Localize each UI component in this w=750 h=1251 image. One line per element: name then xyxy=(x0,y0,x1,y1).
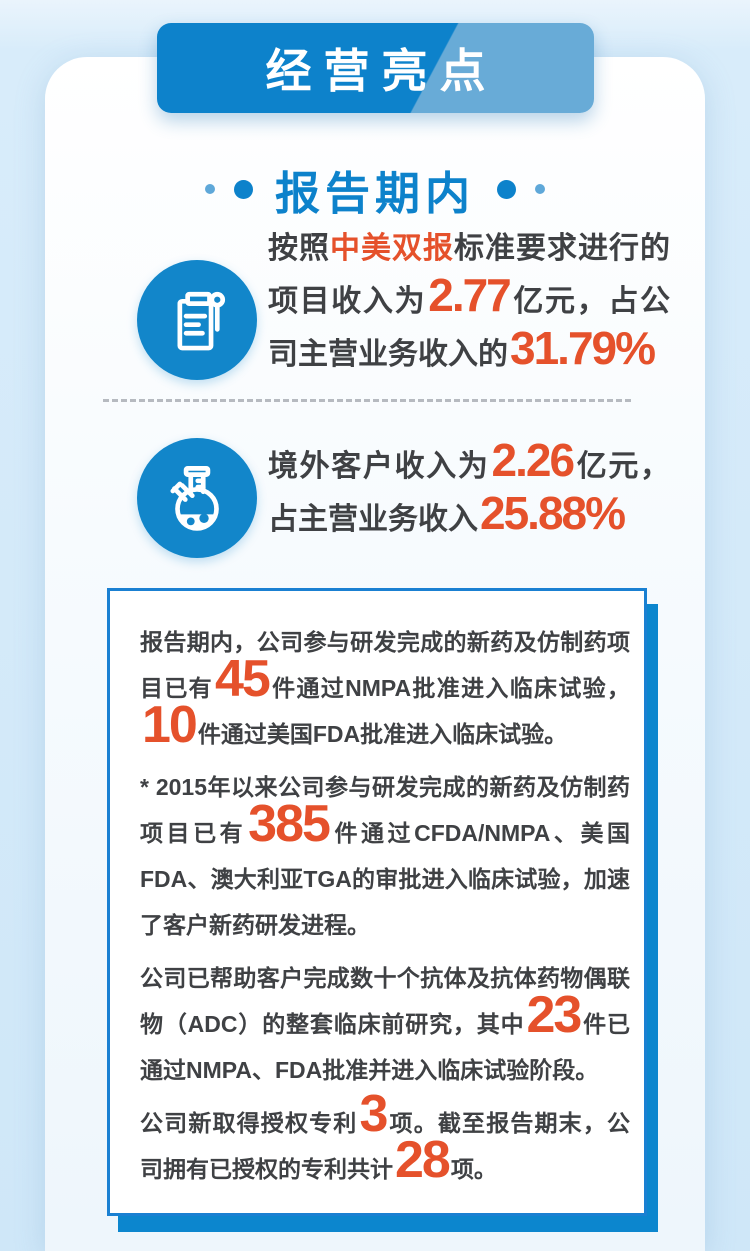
flask-icon xyxy=(137,438,257,558)
highlight-number: 10 xyxy=(142,696,198,754)
highlight-text-1: 按照中美双报标准要求进行的项目收入为2.77亿元，占公司主营业务收入的31.79… xyxy=(268,222,670,381)
text-segment: 境外客户收入为 xyxy=(268,450,490,483)
highlight-number: 3 xyxy=(359,1085,388,1143)
highlight-number: 28 xyxy=(395,1131,451,1189)
text-segment: 公司已帮助客户完成数十个抗体及抗体药物偶联物（ADC）的整套临床前研究，其中 xyxy=(140,965,630,1037)
section-title: 报告期内 xyxy=(274,167,475,219)
text-segment: 件通过NMPA批准进入临床试验， xyxy=(270,675,631,701)
text-segment: * 2015年以来公司参与研发完成的新药及仿制药项目已有 xyxy=(140,774,630,846)
text-segment: 亿元，占公司主营业务收入的 xyxy=(268,285,670,371)
text-segment: 件通过美国FDA批准进入临床试验。 xyxy=(197,721,568,747)
info-box-wrapper: 报告期内，公司参与研发完成的新药及仿制药项目已有45件通过NMPA批准进入临床试… xyxy=(107,588,658,1232)
highlight-number: 25.88% xyxy=(480,487,626,539)
text-segment: 报告期内，公司参与研发完成的新药及仿制药项目已有 xyxy=(140,629,630,701)
text-segment: 件已通过NMPA、FDA批准并进入临床试验阶段。 xyxy=(140,1011,630,1083)
info-paragraph: 公司已帮助客户完成数十个抗体及抗体药物偶联物（ADC）的整套临床前研究，其中23… xyxy=(140,955,630,1093)
highlight-number: 45 xyxy=(214,650,271,708)
highlight-number: 2.26 xyxy=(491,434,576,486)
decorative-dot-large-left xyxy=(233,179,253,199)
info-box: 报告期内，公司参与研发完成的新药及仿制药项目已有45件通过NMPA批准进入临床试… xyxy=(107,588,647,1216)
header-banner: 经营亮点 xyxy=(157,23,594,113)
highlight-number: 2.77 xyxy=(428,269,512,321)
section-title-row: 报告期内 xyxy=(0,160,750,219)
text-segment: 公司新取得授权专利 xyxy=(140,1110,358,1136)
decorative-dot-small-right xyxy=(535,184,545,194)
info-paragraph: 公司新取得授权专利3项。截至报告期末，公司拥有已授权的专利共计28项。 xyxy=(140,1088,631,1192)
info-paragraph: 报告期内，公司参与研发完成的新药及仿制药项目已有45件通过NMPA批准进入临床试… xyxy=(140,619,630,757)
highlight-number: 385 xyxy=(248,795,331,853)
text-segment: 项。 xyxy=(450,1156,497,1182)
text-segment: 亿元，占主营业务收入 xyxy=(268,450,671,536)
document-icon xyxy=(137,260,257,380)
text-segment: 按照 xyxy=(268,232,330,265)
decorative-dot-small-left xyxy=(204,184,215,194)
info-paragraph: * 2015年以来公司参与研发完成的新药及仿制药项目已有385件通过CFDA/N… xyxy=(140,764,630,948)
highlight-text-2: 境外客户收入为2.26亿元，占主营业务收入25.88% xyxy=(268,437,671,546)
text-segment: 项。截至报告期末，公司拥有已授权的专利共计 xyxy=(140,1110,631,1182)
text-segment: 标准要求进行的项目收入为 xyxy=(268,232,670,318)
dashed-divider xyxy=(103,399,631,402)
text-segment: 件通过CFDA/NMPA、美国FDA、澳大利亚TGA的审批进入临床试验，加速了客… xyxy=(140,820,630,938)
highlight-number: 23 xyxy=(526,986,582,1044)
highlight-number: 31.79% xyxy=(510,322,656,374)
decorative-dot-large-right xyxy=(497,179,516,199)
page-title: 经营亮点 xyxy=(265,45,498,97)
emphasized-text: 中美双报 xyxy=(330,232,454,265)
